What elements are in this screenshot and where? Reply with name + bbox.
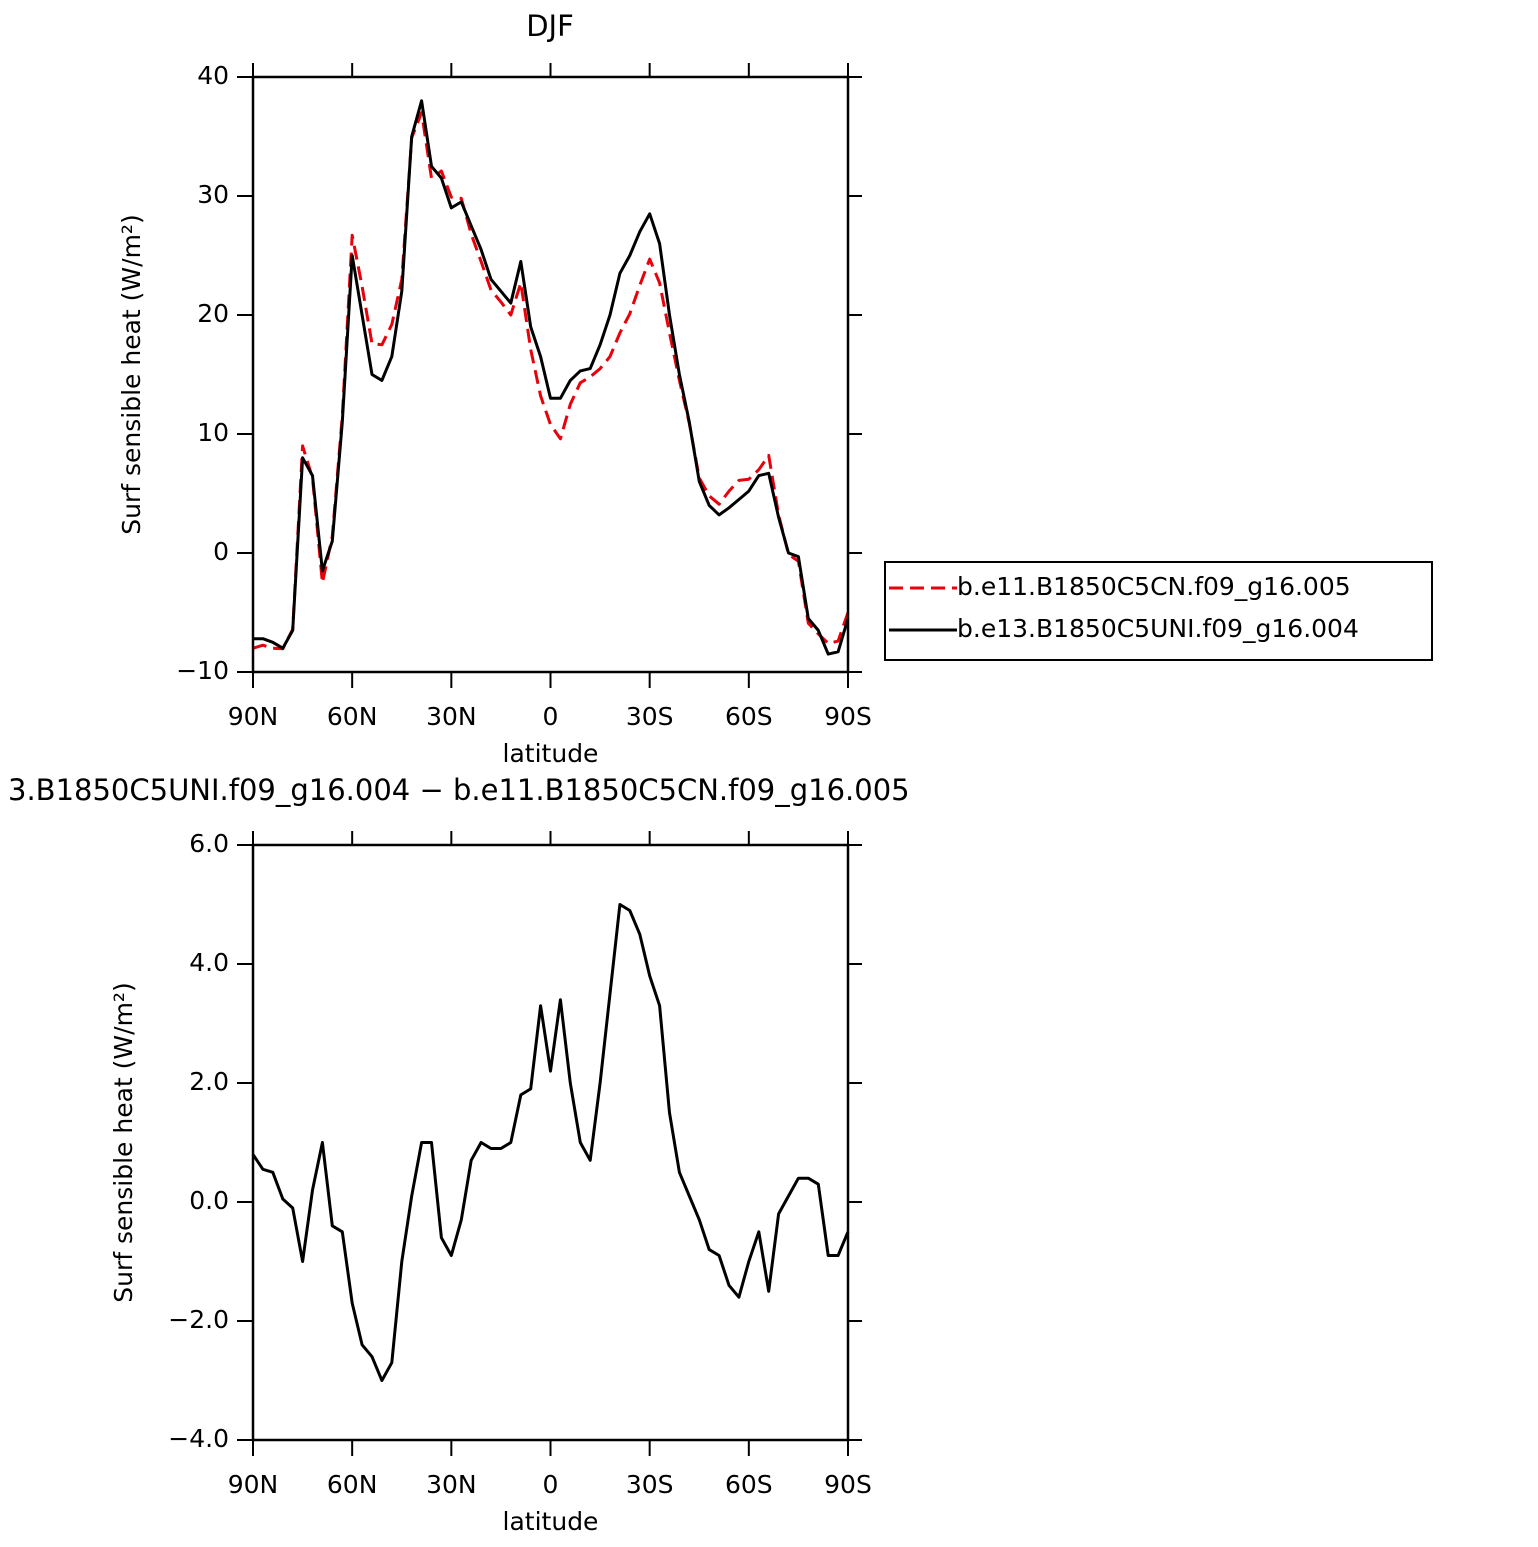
y-tick-label: 4.0 <box>189 948 229 977</box>
x-tick-label: 30S <box>626 1470 674 1499</box>
x-tick-label: 90S <box>824 702 872 731</box>
y-tick-label: 10 <box>197 418 229 447</box>
plot-frame <box>251 75 850 674</box>
legend-label: b.e13.B1850C5UNI.f09_g16.004 <box>957 614 1359 643</box>
x-tick-label: 60N <box>327 702 378 731</box>
x-tick-label: 90N <box>228 1470 279 1499</box>
y-tick-label: −2.0 <box>168 1305 229 1334</box>
legend-label: b.e11.B1850C5CN.f09_g16.005 <box>957 572 1351 601</box>
data-line <box>253 99 850 656</box>
chart-title: DJF <box>526 9 574 43</box>
y-tick-label: 0.0 <box>189 1186 229 1215</box>
x-tick-label: 90S <box>824 1470 872 1499</box>
y-axis-label: Surf sensible heat (W/m²) <box>109 982 138 1302</box>
y-tick-label: 20 <box>197 299 229 328</box>
y-tick-label: 0 <box>213 537 229 566</box>
chart-title: 3.B1850C5UNI.f09_g16.004 − b.e11.B1850C5… <box>8 773 910 807</box>
x-tick-label: 90N <box>228 702 279 731</box>
data-line <box>252 111 850 651</box>
x-tick-label: 30N <box>426 702 477 731</box>
x-tick-label: 0 <box>543 1470 559 1499</box>
x-tick-label: 60S <box>725 702 773 731</box>
y-tick-label: 30 <box>197 180 229 209</box>
y-tick-label: 6.0 <box>189 829 229 858</box>
x-axis-label: latitude <box>503 739 599 768</box>
y-tick-label: −4.0 <box>168 1424 229 1453</box>
y-tick-label: 40 <box>197 61 229 90</box>
legend-box <box>884 561 1433 661</box>
plot-frame <box>251 843 850 1442</box>
x-tick-label: 60N <box>327 1470 378 1499</box>
x-axis-label: latitude <box>503 1507 599 1536</box>
x-tick-label: 30S <box>626 702 674 731</box>
x-tick-label: 0 <box>543 702 559 731</box>
y-axis-label: Surf sensible heat (W/m²) <box>117 214 146 534</box>
x-tick-label: 30N <box>426 1470 477 1499</box>
x-tick-label: 60S <box>725 1470 773 1499</box>
y-tick-label: 2.0 <box>189 1067 229 1096</box>
y-tick-label: −10 <box>176 656 229 685</box>
data-line <box>251 903 850 1382</box>
